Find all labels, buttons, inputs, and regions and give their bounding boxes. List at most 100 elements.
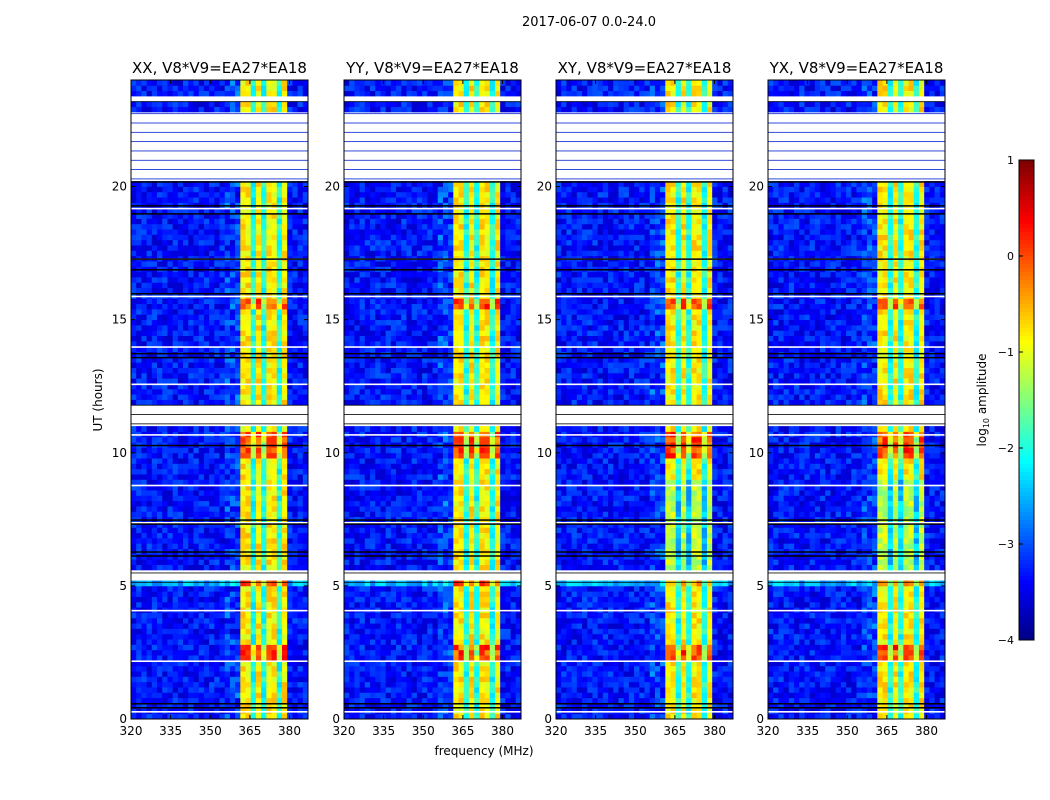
heatmap-cell <box>219 229 226 235</box>
heatmap-cell <box>396 490 402 496</box>
heatmap-cell <box>146 191 153 198</box>
heatmap-cell <box>214 628 220 635</box>
heatmap-cell <box>302 277 309 283</box>
heatmap-cell <box>177 271 184 278</box>
heatmap-cell <box>193 639 200 645</box>
heatmap-cell <box>422 527 428 534</box>
heatmap-cell <box>209 207 215 214</box>
heatmap-cell <box>271 591 278 597</box>
heatmap-cell <box>203 452 210 459</box>
heatmap-cell <box>385 474 392 480</box>
heatmap-cell <box>157 383 163 390</box>
heatmap-cell <box>177 543 184 549</box>
heatmap-cell <box>354 633 361 640</box>
heatmap-cell <box>245 287 252 294</box>
heatmap-cell <box>177 319 184 326</box>
heatmap-cell <box>229 612 236 619</box>
heatmap-cell <box>375 681 381 688</box>
heatmap-cell <box>297 681 304 688</box>
heatmap-cell <box>141 90 148 97</box>
heatmap-cell <box>151 660 158 667</box>
heatmap-cell <box>261 559 267 565</box>
heatmap-cell <box>297 250 304 257</box>
heatmap-cell <box>224 239 231 246</box>
heatmap-cell <box>193 229 200 235</box>
heatmap-cell <box>198 234 205 241</box>
heatmap-cell <box>261 484 267 491</box>
heatmap-cell <box>235 106 241 113</box>
heatmap-cell <box>250 277 257 283</box>
heatmap-cell <box>245 495 252 502</box>
heatmap-cell <box>141 532 148 539</box>
heatmap-cell <box>494 601 501 608</box>
heatmap-cell <box>131 580 137 587</box>
heatmap-cell <box>167 500 174 507</box>
heatmap-cell <box>442 559 449 565</box>
heatmap-cell <box>266 378 272 384</box>
heatmap-cell <box>411 628 418 635</box>
heatmap-cell <box>203 703 210 709</box>
heatmap-cell <box>224 692 231 699</box>
heatmap-cell <box>183 458 189 464</box>
heatmap-cell <box>177 298 184 305</box>
heatmap-cell <box>141 649 148 656</box>
heatmap-cell <box>292 474 298 480</box>
heatmap-cell <box>136 681 142 688</box>
heatmap-cell <box>177 676 184 683</box>
heatmap-cell <box>448 585 454 592</box>
black-line <box>131 551 308 553</box>
heatmap-cell <box>240 207 246 214</box>
heatmap-cell <box>411 601 418 608</box>
heatmap-cell <box>302 697 309 704</box>
heatmap-cell <box>364 521 371 528</box>
heatmap-cell <box>157 388 163 395</box>
heatmap-cell <box>510 649 517 656</box>
heatmap-cell <box>250 713 257 720</box>
heatmap-cell <box>214 388 220 395</box>
heatmap-cell <box>136 362 142 368</box>
heatmap-cell <box>271 452 278 459</box>
heatmap-cell <box>302 628 309 635</box>
heatmap-cell <box>474 484 480 491</box>
heatmap-cell <box>302 543 309 549</box>
heatmap-cell <box>261 681 267 688</box>
heatmap-cell <box>364 490 371 496</box>
heatmap-cell <box>354 617 361 624</box>
heatmap-cell <box>183 617 189 624</box>
heatmap-cell <box>198 287 205 294</box>
heatmap-cell <box>406 521 413 528</box>
heatmap-cell <box>427 490 433 496</box>
heatmap-cell <box>214 665 220 672</box>
heatmap-cell <box>235 644 241 651</box>
heatmap-cell <box>146 553 153 560</box>
heatmap-cell <box>494 649 501 656</box>
heatmap-cell <box>302 687 309 693</box>
heatmap-cell <box>442 580 449 587</box>
heatmap-cell <box>146 271 153 278</box>
heatmap-cell <box>505 633 511 640</box>
heatmap-cell <box>229 351 236 358</box>
heatmap-cell <box>162 676 168 683</box>
heatmap-cell <box>146 213 153 219</box>
heatmap-cell <box>422 639 428 645</box>
heatmap-cell <box>302 223 309 230</box>
heatmap-cell <box>219 468 226 475</box>
heatmap-cell <box>442 617 449 624</box>
heatmap-cell <box>255 308 262 315</box>
heatmap-cell <box>157 601 163 608</box>
heatmap-cell <box>297 532 304 539</box>
heatmap-cell <box>198 90 205 97</box>
heatmap-cell <box>422 681 428 688</box>
heatmap-cell <box>515 660 522 667</box>
heatmap-cell <box>146 308 153 315</box>
heatmap-cell <box>422 713 428 720</box>
heatmap-cell <box>172 687 179 693</box>
heatmap-cell <box>281 314 288 321</box>
heatmap-cell <box>188 537 194 544</box>
heatmap-cell <box>167 197 174 203</box>
heatmap-cell <box>136 314 142 321</box>
heatmap-cell <box>219 250 226 257</box>
heatmap-cell <box>157 484 163 491</box>
heatmap-cell <box>271 106 278 113</box>
heatmap-cell <box>157 703 163 709</box>
